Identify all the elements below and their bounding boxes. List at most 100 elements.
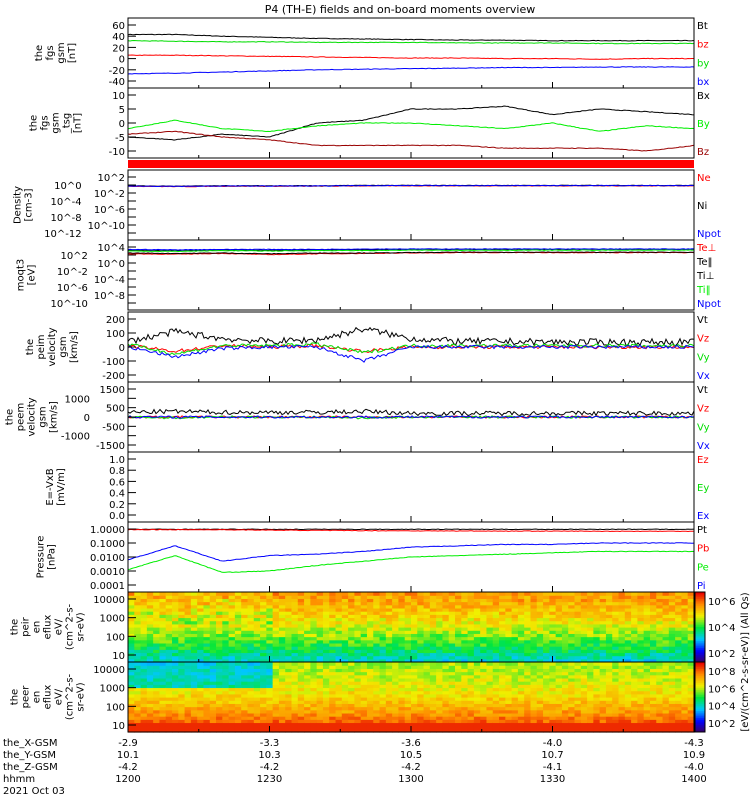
spectrogram-cell [612, 687, 620, 692]
spectrogram-cell [329, 649, 337, 654]
spectrogram-cell [134, 595, 142, 599]
spectrogram-cell [228, 697, 236, 701]
spectrogram-cell [624, 649, 632, 654]
spectrogram-cell [555, 636, 563, 641]
spectrogram-cell [247, 620, 255, 625]
spectrogram-cell [536, 652, 544, 657]
spectrogram-cell [329, 617, 337, 622]
spectrogram-cell [524, 719, 532, 724]
spectrogram-cell [543, 614, 550, 619]
legend-bx: bx [697, 77, 709, 88]
spectrogram-cell [631, 658, 638, 663]
spectrogram-cell [146, 693, 154, 698]
spectrogram-cell [461, 697, 469, 701]
spectrogram-cell [398, 687, 406, 692]
spectrogram-cell [461, 671, 469, 676]
spectrogram-cell [480, 592, 488, 596]
spectrogram-cell [587, 633, 594, 638]
spectrogram-cell [587, 595, 594, 599]
spectrogram-cell [631, 601, 638, 606]
spectrogram-cell [668, 627, 676, 631]
spectrogram-cell [360, 725, 368, 730]
spectrogram-cell [568, 719, 576, 724]
spectrogram-cell [404, 719, 412, 724]
y-tick-label: 0.2 [109, 500, 125, 511]
spectrogram-cell [291, 655, 299, 660]
spectrogram-cell [153, 627, 161, 631]
spectrogram-cell [335, 706, 343, 711]
spectrogram-cell [517, 719, 525, 724]
spectrogram-cell [190, 611, 198, 615]
spectrogram-cell [398, 693, 406, 698]
spectrogram-cell [216, 601, 223, 606]
spectrogram-cell [662, 697, 670, 701]
spectrogram-cell [411, 662, 418, 666]
spectrogram-cell [297, 617, 305, 622]
y-tick-label: 10^-2 [57, 267, 88, 278]
y-label-line: eflux [43, 615, 54, 640]
spectrogram-cell [505, 709, 513, 714]
spectrogram-cell [354, 601, 362, 606]
spectrogram-cell [178, 636, 186, 641]
spectrogram-cell [190, 687, 198, 692]
spectrogram-cell [681, 662, 689, 666]
spectrogram-cell [128, 716, 135, 720]
spectrogram-cell [285, 690, 293, 695]
spectrogram-cell [530, 630, 538, 634]
spectrogram-cell [209, 642, 217, 647]
spectrogram-cell [455, 677, 462, 682]
spectrogram-cell [436, 677, 444, 682]
spectrogram-cell [197, 725, 205, 730]
spectrogram-cell [448, 662, 456, 666]
spectrogram-cell [643, 655, 651, 660]
spectrogram-cell [486, 652, 494, 657]
spectrogram-cell [605, 607, 613, 612]
spectrogram-cell [455, 712, 462, 717]
spectrogram-cell [404, 623, 412, 628]
spectrogram-cell [366, 725, 374, 730]
spectrogram-cell [618, 712, 626, 717]
spectrogram-cell [411, 636, 418, 641]
spectrogram-cell [486, 630, 494, 634]
spectrogram-cell [656, 639, 664, 644]
spectrogram-cell [146, 700, 154, 704]
spectrogram-cell [624, 646, 632, 650]
spectrogram-cell [492, 655, 500, 660]
spectrogram-cell [524, 652, 532, 657]
spectrogram-cell [599, 687, 607, 692]
spectrogram-cell [316, 668, 324, 673]
spectrogram-cell [379, 681, 387, 685]
spectrogram-cell [222, 722, 230, 727]
spectrogram-cell [128, 681, 135, 685]
spectrogram-cell [649, 697, 657, 701]
y-label-line: the [10, 689, 21, 705]
spectrogram-cell [549, 665, 557, 669]
spectrogram-cell [197, 623, 205, 628]
spectrogram-cell [341, 719, 349, 724]
spectrogram-cell [429, 646, 437, 650]
spectrogram-cell [209, 674, 217, 679]
spectrogram-cell [297, 671, 305, 676]
spectrogram-cell [517, 630, 525, 634]
spectrogram-cell [140, 639, 148, 644]
spectrogram-cell [467, 706, 475, 711]
spectrogram-cell [354, 649, 362, 654]
spectrogram-cell [549, 592, 557, 596]
spectrogram-cell [247, 716, 255, 720]
spectrogram-cell [159, 700, 167, 704]
spectrogram-cell [310, 693, 318, 698]
spectrogram-cell [486, 627, 494, 631]
spectrogram-cell [605, 662, 613, 666]
spectrogram-cell [178, 604, 186, 609]
spectrogram-cell [153, 690, 161, 695]
spectrogram-cell [649, 690, 657, 695]
spectrogram-cell [417, 652, 425, 657]
spectrogram-cell [304, 668, 311, 673]
spectrogram-cell [197, 595, 205, 599]
spectrogram-cell [530, 728, 538, 733]
spectrogram-cell [605, 728, 613, 733]
spectrogram-cell [637, 706, 645, 711]
spectrogram-cell [599, 719, 607, 724]
spectrogram-cell [656, 642, 664, 647]
spectrogram-cell [159, 611, 167, 615]
